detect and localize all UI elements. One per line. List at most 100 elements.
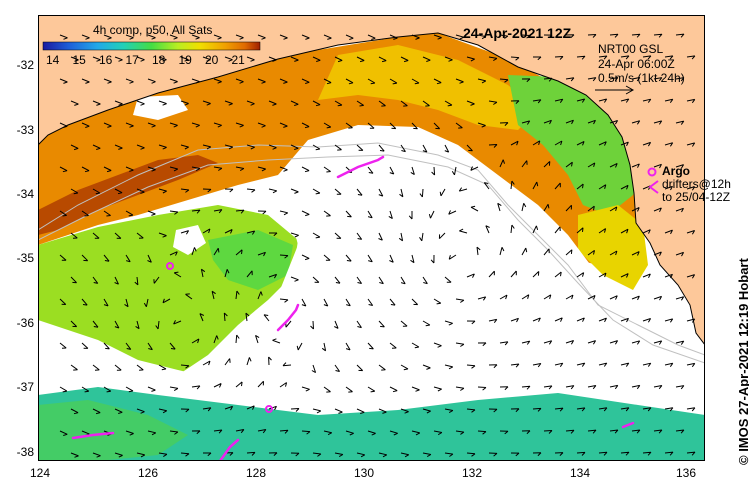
sst-yellow-band [318,45,538,130]
current-arrow [59,298,67,305]
current-arrow [488,408,498,413]
current-arrow [180,56,189,62]
current-arrow [400,144,406,153]
current-arrow [191,385,201,390]
current-arrow [510,270,517,278]
current-arrow [598,98,608,103]
current-arrow [485,225,490,234]
current-arrow [114,276,119,285]
current-arrow [312,276,320,283]
lon-label-136: 136 [675,466,697,480]
current-arrow [125,78,134,84]
current-arrow [521,78,531,83]
current-arrow [147,34,156,40]
current-arrow [155,320,160,330]
current-arrow [213,383,222,388]
current-arrow [345,122,353,129]
lon-label-132: 132 [461,466,483,480]
current-arrow [653,295,663,301]
current-arrow [224,229,233,234]
current-arrow [521,202,527,212]
current-arrow [499,159,505,168]
current-arrow [321,342,327,352]
current-arrow [334,408,343,414]
current-arrow [279,429,289,434]
current-arrow [455,298,465,303]
current-arrow [433,342,442,348]
current-arrow [444,320,453,326]
current-arrow [686,142,696,147]
current-arrow [653,340,663,345]
current-arrow [466,408,476,413]
current-arrow [378,188,384,197]
current-arrow [200,268,206,278]
current-arrow [675,340,685,345]
current-arrow [438,232,446,240]
current-arrow [92,320,99,328]
current-arrow [202,100,211,106]
current-arrow [191,78,200,84]
current-arrow [499,78,509,83]
current-arrow [466,100,475,106]
current-arrow [444,144,450,153]
current-arrow [455,386,465,391]
current-arrow [675,164,685,169]
current-arrow [224,405,234,411]
current-arrow [296,342,303,351]
current-arrow [565,429,575,434]
current-arrow [114,408,123,414]
current-arrow [143,298,149,308]
current-arrow [323,210,331,217]
current-arrow [587,34,597,38]
current-arrow [81,254,89,262]
cloud-patch-central [208,125,705,407]
current-arrow [455,342,465,347]
current-arrow [323,298,329,307]
current-arrow [158,188,167,194]
current-arrow [180,452,190,457]
current-arrow [169,386,179,392]
current-arrow [224,100,233,106]
current-arrow [312,56,321,62]
current-arrow [345,34,354,40]
current-arrow [279,122,288,128]
current-arrow [532,363,542,368]
shelf-contour-1 [38,142,705,356]
current-arrow [422,452,432,458]
current-arrow [459,228,468,234]
current-arrow [301,430,311,435]
current-arrow [565,294,574,300]
current-arrow [422,144,428,153]
current-arrow [521,385,531,390]
current-arrow [378,276,384,285]
current-arrow [576,183,584,190]
current-arrow [268,452,278,456]
current-arrow [202,407,212,412]
current-arrow [180,230,190,235]
current-arrow [202,188,212,193]
current-arrow [173,320,182,325]
current-arrow [444,364,454,370]
lat-label--38: -38 [16,445,34,459]
current-arrow [125,342,132,350]
current-arrow [455,34,464,40]
current-arrow [642,318,652,323]
current-arrow [620,407,630,412]
current-arrow [554,407,564,412]
current-arrow [642,451,652,456]
current-arrow [587,294,596,300]
current-arrow [620,141,629,147]
current-arrow [620,184,629,190]
colorbar-tick-15: 15 [72,53,86,67]
current-arrow [653,429,663,434]
current-arrow [279,78,288,84]
current-arrow [543,385,553,390]
current-arrow [510,452,520,457]
composite-label: 4h comp, p50, All Sats [93,23,213,37]
current-arrow [466,273,475,278]
current-arrow [124,298,129,308]
current-arrow [191,166,201,172]
current-arrow [642,141,652,147]
current-arrow [587,119,596,125]
current-arrow [246,230,256,235]
